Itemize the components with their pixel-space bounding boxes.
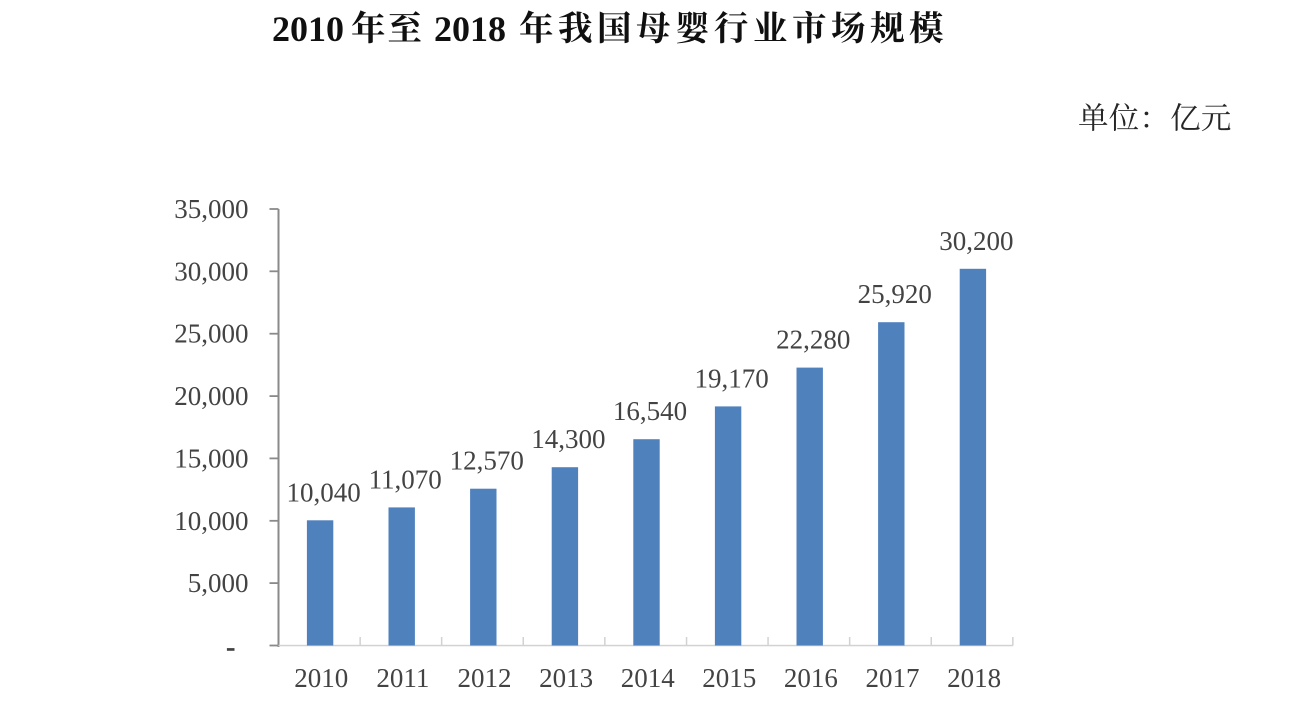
svg-text:2018: 2018 <box>434 9 506 49</box>
svg-text:14,300: 14,300 <box>531 424 605 454</box>
svg-text:2013: 2013 <box>539 663 593 693</box>
svg-text:10,040: 10,040 <box>286 477 360 507</box>
svg-text:2015: 2015 <box>702 663 756 693</box>
svg-text:20,000: 20,000 <box>174 381 248 411</box>
svg-text:10,000: 10,000 <box>174 506 248 536</box>
svg-text:2016: 2016 <box>784 663 838 693</box>
svg-text:5,000: 5,000 <box>188 568 249 598</box>
svg-text:2018: 2018 <box>947 663 1001 693</box>
svg-text:25,000: 25,000 <box>174 319 248 349</box>
svg-text:2014: 2014 <box>621 663 676 693</box>
svg-text:2010: 2010 <box>294 663 348 693</box>
svg-text:11,070: 11,070 <box>369 464 442 494</box>
svg-text:19,170: 19,170 <box>694 363 768 393</box>
svg-text:22,280: 22,280 <box>776 325 850 355</box>
svg-text:2011: 2011 <box>376 663 429 693</box>
svg-text:30,200: 30,200 <box>939 226 1013 256</box>
svg-text:2010: 2010 <box>272 9 344 49</box>
svg-text:2012: 2012 <box>458 663 512 693</box>
svg-text:16,540: 16,540 <box>613 396 687 426</box>
svg-text:12,570: 12,570 <box>450 446 524 476</box>
svg-text:25,920: 25,920 <box>858 279 932 309</box>
svg-text:30,000: 30,000 <box>174 256 248 286</box>
svg-text:2017: 2017 <box>866 663 920 693</box>
svg-text:35,000: 35,000 <box>174 194 248 224</box>
svg-text:15,000: 15,000 <box>174 443 248 473</box>
